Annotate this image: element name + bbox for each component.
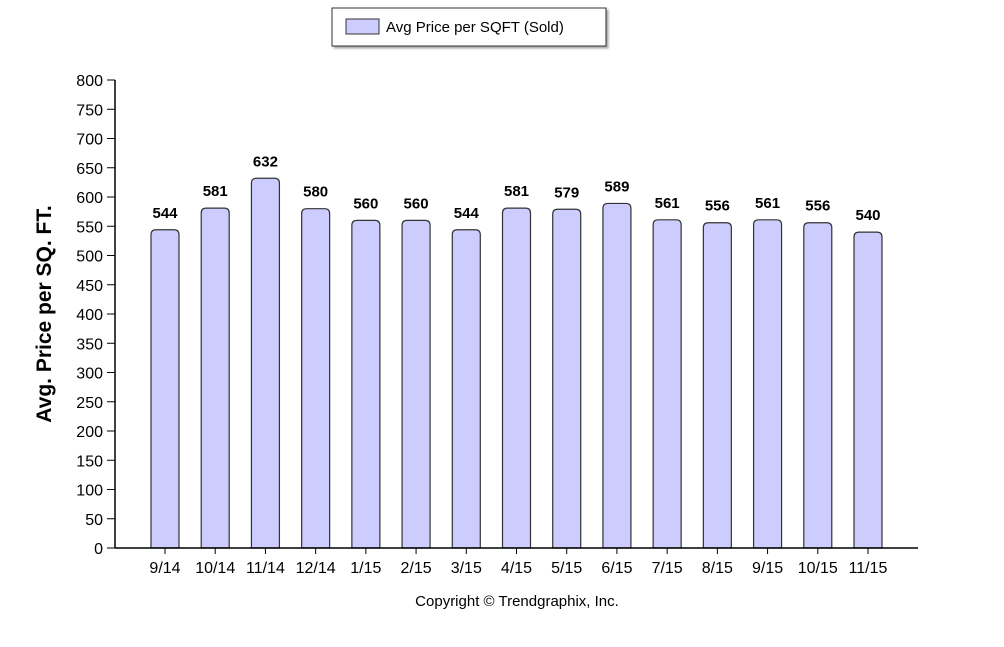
y-tick-label: 350 [76,336,103,353]
y-tick-label: 300 [76,366,103,383]
data-label: 632 [253,153,278,170]
x-tick-label: 10/15 [798,560,838,577]
y-tick-label: 500 [76,249,103,266]
y-axis: 0 50 100 150 200 250 300 350 400 450 500 550 600 650 7… [76,73,116,558]
y-tick-label: 800 [76,73,103,90]
y-tick-label: 700 [76,132,103,149]
data-label: 544 [152,205,178,222]
legend-swatch [345,18,380,35]
x-tick-label: 8/15 [702,560,733,577]
y-tick-label: 400 [76,307,103,324]
data-label: 560 [404,195,429,212]
y-tick-label: 550 [76,219,103,236]
data-label: 589 [604,178,629,195]
bar-10-15 [803,222,833,549]
x-tick-label: 3/15 [451,560,482,577]
x-tick-label: 10/14 [195,560,235,577]
x-tick-label: 9/15 [752,560,783,577]
bar-9-14 [150,229,180,549]
bar-1-15 [351,219,381,549]
y-tick-label: 650 [76,161,103,178]
x-tick-label: 1/15 [350,560,381,577]
data-label: 579 [554,184,579,201]
x-tick-label: 12/14 [296,560,336,577]
data-labels: 544 581 632 580 560 560 544 581 579 589 561 556 561 5… [152,153,880,224]
data-label: 581 [203,183,228,200]
x-tick-label: 6/15 [601,560,632,577]
data-label: 540 [855,207,880,224]
x-tick-label: 11/15 [849,560,888,577]
x-tick-label: 5/15 [551,560,582,577]
bar-2-15 [401,219,431,549]
x-tick-label: 2/15 [401,560,432,577]
y-tick-label: 200 [76,424,103,441]
data-label: 561 [655,195,680,212]
data-label: 544 [454,205,480,222]
bar-12-14 [301,208,331,549]
x-tick-label: 9/14 [149,560,180,577]
data-label: 580 [303,184,328,201]
y-tick-label: 50 [85,512,103,529]
data-label: 556 [705,198,730,215]
x-tick-label: 11/14 [246,560,285,577]
legend: Avg Price per SQFT (Sold) [331,7,607,47]
data-label: 560 [353,195,378,212]
bar-3-15 [451,229,481,549]
bar-5-15 [552,208,582,549]
bar-6-15 [602,202,632,549]
bar-7-15 [652,219,682,549]
bar-11-15 [853,231,883,549]
copyright-text: Copyright © Trendgraphix, Inc. [415,593,619,610]
bars [150,177,883,549]
x-tick-label: 4/15 [501,560,532,577]
y-tick-label: 0 [94,541,103,558]
y-tick-label: 150 [76,453,103,470]
bar-11-14 [250,177,281,549]
y-tick-label: 100 [76,483,103,500]
y-tick-label: 600 [76,190,103,207]
data-label: 556 [805,198,830,215]
y-tick-label: 750 [76,102,103,119]
data-label: 581 [504,183,529,200]
y-axis-title: Avg. Price per SQ. FT. [33,205,56,422]
x-tick-label: 7/15 [652,560,683,577]
bar-8-15 [702,222,732,549]
bar-10-14 [200,207,230,549]
bar-4-15 [501,207,532,549]
data-label: 561 [755,195,780,212]
bar-9-15 [752,219,783,549]
y-tick-label: 450 [76,278,103,295]
legend-label: Avg Price per SQFT (Sold) [386,19,564,36]
x-axis: 9/14 10/14 11/14 12/14 1/15 2/15 3/15 4/15 5/15 6… [115,547,918,577]
y-tick-label: 250 [76,395,103,412]
